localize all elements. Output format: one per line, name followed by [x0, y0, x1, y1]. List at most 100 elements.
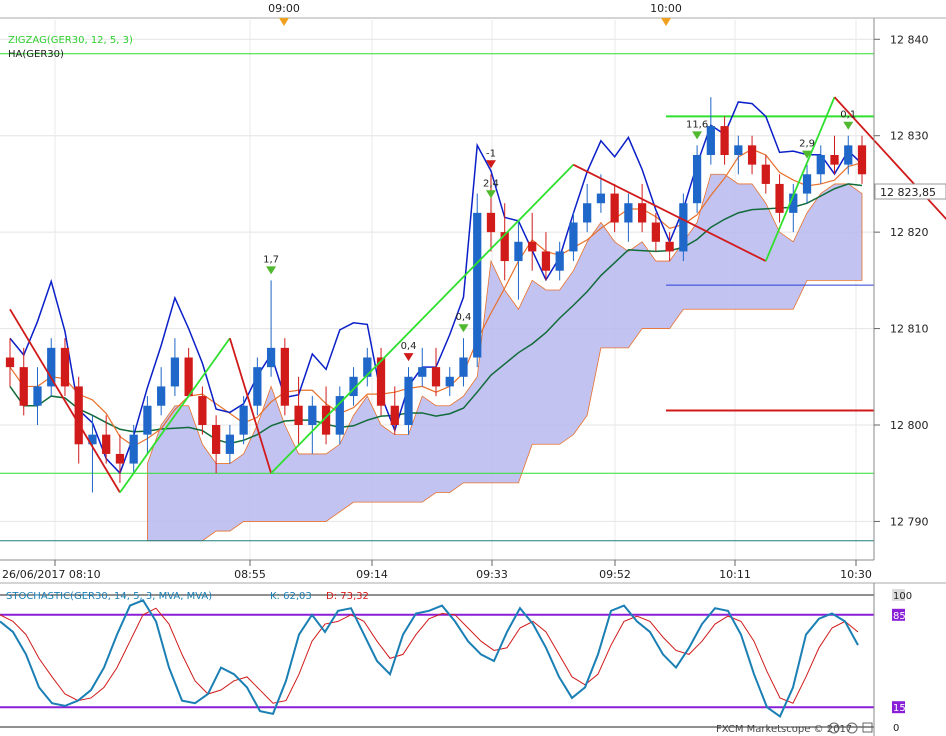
green-line: [9, 183, 863, 445]
candle-body: [789, 193, 798, 213]
settings-icon[interactable]: [846, 722, 858, 734]
stoch-level-tag: [892, 589, 905, 601]
candle-body: [651, 222, 660, 242]
candle-body: [541, 251, 551, 271]
candle-body: [102, 434, 111, 454]
ichimoku-cloud: [147, 173, 863, 542]
time-marker-icon: [279, 18, 289, 26]
candle-body: [19, 367, 28, 406]
zigzag-legend: ZIGZAG(GER30, 12, 5, 3): [8, 35, 133, 46]
zigzag-segment: [119, 337, 231, 494]
x-tick-label: 09:33: [476, 568, 508, 581]
arrow-down-icon: [843, 121, 854, 130]
y-tick-label: 12 810: [890, 323, 929, 336]
candle-body: [280, 347, 289, 406]
zigzag-segment: [833, 96, 946, 221]
candle-body: [129, 434, 138, 464]
candle-body: [761, 164, 770, 184]
candle-body: [830, 155, 839, 165]
candle-body: [321, 405, 331, 435]
x-tick-label: 10:11: [719, 568, 751, 581]
stochastic-d-label: D: 73,32: [326, 591, 369, 602]
candle-body: [88, 434, 97, 445]
x-axis: 26/06/2017 08:10 08:55 09:14 09:33 09:52 10:1…: [2, 560, 872, 581]
stoch-level-label: 0: [893, 723, 899, 734]
candle-body: [431, 367, 441, 387]
time-marker-icon: [661, 18, 671, 26]
candle-body: [692, 155, 702, 204]
candle-body: [266, 347, 276, 368]
zigzag-annotation: 2,9: [799, 139, 815, 150]
stoch-level-label: 100: [893, 591, 912, 602]
arrow-down-icon: [485, 190, 496, 199]
ha-legend: HA(GER30): [8, 49, 64, 60]
x-tick-label: 26/06/2017 08:10: [2, 568, 101, 581]
y-axis: 12 840 12 830 12 820 12 810 12 800 12 790: [874, 33, 929, 528]
signal-arrows: 1,7 0,4 0,4 2,4 -1 11,6 2,9 0,1: [263, 110, 856, 362]
candle-body: [720, 126, 729, 155]
stoch-level-label: 15: [893, 703, 906, 714]
zigzag-segment: [764, 96, 836, 262]
footer-credit: FXCM Marketscope © 2017: [716, 724, 852, 735]
candle-body: [583, 203, 592, 223]
candle-body: [775, 183, 784, 213]
top-time-axis: 09:00 10:00: [268, 2, 682, 26]
top-time-label: 09:00: [268, 2, 300, 15]
candle-body: [486, 212, 496, 233]
candle-body: [47, 347, 56, 387]
cloud-area: [147, 173, 863, 542]
stochastic-legend: STOCHASTIC(GER30, 14, 5, 3, MVA, MVA): [6, 591, 212, 602]
zigzag-annotation: 0,4: [456, 312, 472, 323]
candle-body: [239, 405, 248, 435]
footer-icons: [828, 722, 873, 734]
stoch-d-line: [0, 607, 859, 704]
candle-body: [528, 241, 537, 252]
candle-body: [816, 155, 825, 175]
candle-body: [60, 347, 70, 387]
arrow-down-icon: [266, 266, 277, 275]
candle-body: [143, 405, 152, 435]
arrow-down-icon: [403, 353, 414, 362]
zigzag-line: [9, 96, 946, 494]
top-time-label: 10:00: [650, 2, 682, 15]
candle-body: [418, 367, 427, 377]
candle-body: [363, 357, 372, 377]
candle-body: [624, 203, 633, 223]
zigzag-segment: [270, 164, 575, 474]
zigzag-annotation: 11,6: [686, 119, 708, 130]
zigzag-annotation: 0,4: [401, 341, 417, 352]
candle-body: [555, 251, 564, 271]
candle-body: [157, 386, 166, 406]
help-icon[interactable]: [828, 722, 840, 734]
candle-body: [335, 396, 344, 435]
candle-body: [198, 396, 207, 425]
candle-body: [349, 376, 358, 397]
zigzag-segment: [9, 308, 121, 493]
close-icon[interactable]: [862, 722, 873, 733]
candle-body: [734, 145, 743, 155]
candle-body: [857, 145, 867, 175]
zigzag-annotation: 2,4: [483, 178, 499, 189]
stochastic-k-label: K: 62,03: [270, 591, 312, 602]
zigzag-annotation: -1: [486, 148, 496, 159]
stochastic-panel: 100 85 15 0: [0, 583, 912, 736]
candle-body: [638, 203, 647, 223]
stoch-level-label: 85: [893, 611, 906, 622]
y-tick-label: 12 800: [890, 419, 929, 432]
arrow-down-icon: [458, 324, 469, 333]
candle-body: [294, 405, 303, 425]
candle-body: [404, 376, 413, 425]
candle-body: [459, 357, 468, 377]
candle-body: [445, 376, 454, 387]
arrow-down-icon: [692, 131, 703, 140]
candle-body: [33, 386, 42, 406]
candle-body: [184, 357, 193, 397]
candle-body: [308, 405, 317, 425]
candle-body: [170, 357, 180, 387]
candle-body: [610, 193, 619, 223]
candle-body: [747, 145, 757, 165]
candle-body: [253, 367, 262, 406]
y-tick-label: 12 820: [890, 226, 929, 239]
x-tick-label: 08:55: [234, 568, 266, 581]
